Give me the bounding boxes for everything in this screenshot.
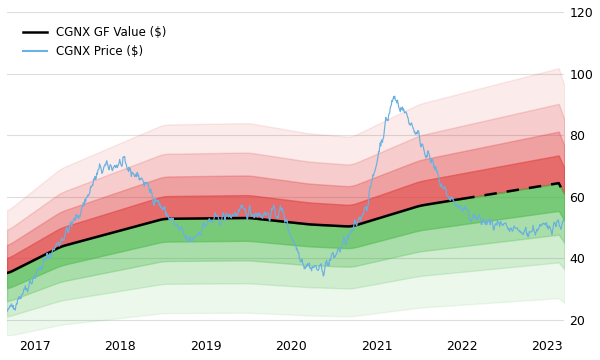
Legend: CGNX GF Value ($), CGNX Price ($): CGNX GF Value ($), CGNX Price ($) bbox=[19, 21, 171, 62]
